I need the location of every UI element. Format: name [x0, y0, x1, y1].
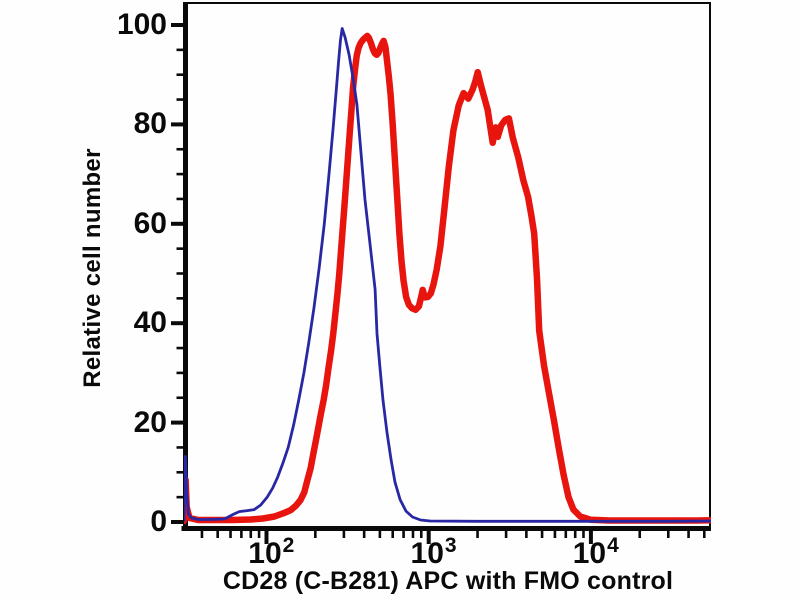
- plot-border: [184, 2, 711, 529]
- x-tick-label-1e4: 104: [572, 534, 619, 571]
- axis-ticks: [171, 23, 706, 544]
- y-tick-label-60: 60: [133, 206, 167, 240]
- x-tick-label-base: 10: [410, 537, 444, 570]
- series-fmo-control-curve: [184, 27, 711, 523]
- x-tick-label-1e3: 103: [410, 534, 457, 571]
- y-tick-label-100: 100: [116, 8, 167, 41]
- x-tick-label-1e2: 102: [248, 534, 295, 571]
- x-tick-label-exponent: 4: [607, 534, 619, 557]
- x-tick-label-base: 10: [572, 537, 607, 570]
- y-axis-title: Relative cell number: [79, 148, 106, 388]
- y-tick-label-80: 80: [133, 107, 167, 141]
- x-tick-label-exponent: 2: [282, 534, 295, 557]
- x-tick-label-base: 10: [248, 537, 282, 570]
- y-tick-label-40: 40: [133, 306, 167, 340]
- y-tick-label-20: 20: [133, 405, 167, 439]
- plot-frame: [181, 2, 711, 531]
- series-cd28-apc-stained-curve: [184, 32, 711, 525]
- y-tick-label-0: 0: [150, 505, 167, 538]
- x-tick-label-exponent: 3: [444, 534, 457, 557]
- x-axis-title: CD28 (C-B281) APC with FMO control: [222, 567, 674, 595]
- histogram-curves: [184, 27, 711, 525]
